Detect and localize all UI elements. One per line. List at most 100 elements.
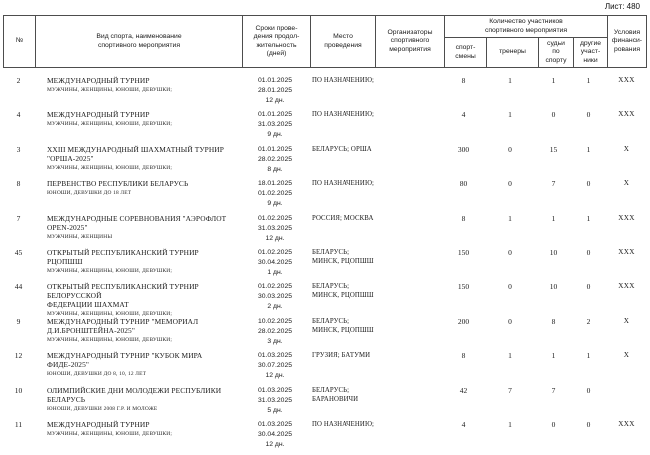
- judges-count: 7: [551, 385, 556, 395]
- dates-cell: 01.02.2025 30.04.2025 1 дн.: [241, 246, 309, 280]
- coaches-count: 1: [508, 110, 512, 120]
- funding-conditions: XXX: [618, 213, 635, 222]
- organizers-cell: [374, 74, 443, 108]
- duration: 2 дн.: [267, 303, 283, 311]
- coaches-count: 0: [508, 179, 512, 189]
- coaches-count: 0: [508, 144, 512, 154]
- location-cell: БЕЛАРУСЬ; ОРША: [312, 145, 372, 153]
- table-row: 44 ОТКРЫТЫЙ РЕСПУБЛИКАНСКИЙ ТУРНИР БЕЛОР…: [3, 280, 647, 317]
- duration: 1 дн.: [267, 268, 283, 276]
- funding-conditions: XXX: [618, 110, 635, 119]
- event-title: ПЕРВЕНСТВО РЕСПУБЛИКИ БЕЛАРУСЬ: [47, 179, 189, 189]
- event-title: МЕЖДУНАРОДНЫЙ ТУРНИР "МЕМОРИАЛ Д.И.БРОНШ…: [47, 316, 199, 335]
- row-number: 11: [14, 419, 23, 429]
- judges-count: 0: [551, 419, 556, 429]
- judges-count: 8: [551, 316, 556, 326]
- date-end: 30.04.2025: [257, 258, 293, 266]
- header-judges: судьи по спорту: [538, 38, 573, 67]
- event-title: МЕЖДУНАРОДНЫЙ ТУРНИР: [47, 110, 150, 120]
- event-cell: ОЛИМПИЙСКИЕ ДНИ МОЛОДЕЖИ РЕСПУБЛИКИ БЕЛА…: [34, 384, 241, 418]
- organizers-cell: [374, 212, 443, 246]
- header-dates: Сроки прове- дения продол- жительность (…: [242, 16, 310, 67]
- table-row: 4 МЕЖДУНАРОДНЫЙ ТУРНИР МУЖЧИНЫ, ЖЕНЩИНЫ,…: [3, 108, 647, 142]
- location-cell: БЕЛАРУСЬ; МИНСК, РЦОПШШ: [312, 317, 374, 334]
- table-row: 7 МЕЖДУНАРОДНЫЕ СОРЕВНОВАНИЯ "АЭРОФЛОТ O…: [3, 212, 647, 246]
- event-participants-categories: ЮНОШИ, ДЕВУШКИ 2008 Г.Р. И МОЛОЖЕ: [47, 405, 158, 412]
- date-end: 31.03.2025: [257, 396, 293, 404]
- sheet-number-label: Лист: 480: [604, 2, 640, 11]
- judges-count: 7: [551, 179, 556, 189]
- coaches-count: 0: [508, 316, 512, 326]
- date-end: 30.04.2025: [257, 430, 293, 438]
- event-title: МЕЖДУНАРОДНЫЙ ТУРНИР: [47, 419, 150, 429]
- event-participants-categories: МУЖЧИНЫ, ЖЕНЩИНЫ, ЮНОШИ, ДЕВУШКИ;: [47, 336, 173, 343]
- date-end: 31.03.2025: [257, 224, 293, 232]
- judges-count: 15: [549, 144, 558, 154]
- others-count: 0: [586, 385, 591, 395]
- event-cell: МЕЖДУНАРОДНЫЙ ТУРНИР МУЖЧИНЫ, ЖЕНЩИНЫ, Ю…: [34, 418, 241, 452]
- coaches-count: 1: [508, 351, 512, 361]
- duration: 12 дн.: [265, 97, 285, 104]
- funding-conditions: X: [623, 144, 630, 153]
- athletes-count: 150: [457, 247, 470, 257]
- coaches-count: 0: [508, 247, 512, 257]
- organizers-cell: [374, 246, 443, 280]
- event-cell: МЕЖДУНАРОДНЫЙ ТУРНИР МУЖЧИНЫ, ЖЕНЩИНЫ, Ю…: [34, 108, 241, 142]
- date-start: 10.02.2025: [257, 317, 293, 325]
- date-end: 01.02.2025: [257, 190, 293, 198]
- event-title: XXIII МЕЖДУНАРОДНЫЙ ШАХМАТНЫЙ ТУРНИР "ОР…: [47, 144, 224, 163]
- judges-count: 1: [551, 76, 556, 85]
- row-number: 7: [16, 213, 21, 223]
- date-end: 31.03.2025: [257, 121, 293, 129]
- dates-cell: 10.02.2025 28.02.2025 3 дн.: [241, 315, 309, 349]
- event-participants-categories: ЮНОШИ, ДЕВУШКИ ДО 18 ЛЕТ: [47, 190, 132, 197]
- others-count: 0: [586, 179, 591, 189]
- dates-cell: 01.03.2025 31.03.2025 5 дн.: [241, 384, 309, 418]
- event-title: МЕЖДУНАРОДНЫЙ ТУРНИР "КУБОК МИРА ФИДЕ-20…: [47, 351, 203, 370]
- event-title: ОТКРЫТЫЙ РЕСПУБЛИКАНСКИЙ ТУРНИР РЦОПШШ: [47, 247, 199, 266]
- judges-count: 10: [549, 282, 558, 292]
- date-start: 01.02.2025: [257, 248, 293, 256]
- organizers-cell: [374, 108, 443, 142]
- athletes-count: 80: [459, 179, 468, 189]
- organizers-cell: [374, 177, 443, 211]
- event-title: ОЛИМПИЙСКИЕ ДНИ МОЛОДЕЖИ РЕСПУБЛИКИ БЕЛА…: [47, 385, 222, 404]
- others-count: 2: [586, 316, 591, 326]
- coaches-count: 7: [508, 385, 512, 395]
- dates-cell: 18.01.2025 01.02.2025 9 дн.: [241, 177, 309, 211]
- header-num: №: [15, 37, 24, 45]
- date-start: 01.03.2025: [257, 352, 293, 360]
- row-number: 8: [16, 179, 21, 189]
- date-start: 01.01.2025: [257, 111, 293, 119]
- date-end: 30.07.2025: [257, 362, 293, 370]
- event-cell: МЕЖДУНАРОДНЫЙ ТУРНИР МУЖЧИНЫ, ЖЕНЩИНЫ, Ю…: [34, 74, 241, 108]
- funding-conditions: [606, 384, 647, 418]
- header-others: другие участ- ники: [573, 38, 607, 67]
- location-cell: ПО НАЗНАЧЕНИЮ;: [312, 111, 375, 119]
- dates-cell: 01.03.2025 30.04.2025 12 дн.: [241, 418, 309, 452]
- others-count: 1: [586, 76, 591, 85]
- date-end: 28.02.2025: [257, 155, 293, 163]
- event-cell: ОТКРЫТЫЙ РЕСПУБЛИКАНСКИЙ ТУРНИР РЦОПШШ М…: [34, 246, 241, 280]
- location-cell: ГРУЗИЯ; БАТУМИ: [312, 352, 371, 360]
- athletes-count: 8: [461, 351, 466, 361]
- date-end: 28.02.2025: [257, 327, 293, 335]
- date-start: 01.01.2025: [257, 145, 293, 153]
- dates-cell: 01.03.2025 30.07.2025 12 дн.: [241, 349, 309, 383]
- row-number: 3: [16, 144, 21, 154]
- others-count: 0: [586, 419, 591, 429]
- duration: 12 дн.: [265, 440, 285, 448]
- coaches-count: 1: [508, 213, 512, 223]
- others-count: 0: [586, 110, 591, 120]
- date-start: 01.01.2025: [257, 77, 293, 84]
- coaches-count: 0: [508, 282, 512, 292]
- others-count: 0: [586, 247, 591, 257]
- dates-cell: 01.02.2025 30.03.2025 2 дн.: [241, 280, 309, 314]
- event-participants-categories: МУЖЧИНЫ, ЖЕНЩИНЫ, ЮНОШИ, ДЕВУШКИ;: [47, 311, 173, 318]
- duration: 12 дн.: [265, 372, 285, 380]
- header-funding: Условия финанси- рования: [607, 16, 646, 67]
- table-row: 12 МЕЖДУНАРОДНЫЙ ТУРНИР "КУБОК МИРА ФИДЕ…: [3, 349, 647, 383]
- funding-conditions: X: [623, 316, 630, 325]
- duration: 8 дн.: [267, 165, 283, 173]
- event-cell: МЕЖДУНАРОДНЫЙ ТУРНИР "МЕМОРИАЛ Д.И.БРОНШ…: [34, 315, 241, 349]
